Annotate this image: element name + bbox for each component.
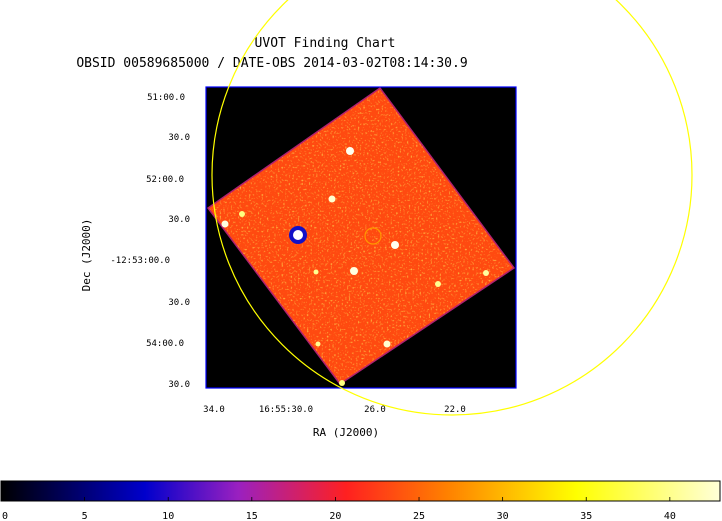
y-tick-label: 30.0 bbox=[168, 133, 190, 143]
colorbar-tick-label: 0 bbox=[2, 511, 8, 521]
source bbox=[435, 281, 441, 287]
source bbox=[239, 211, 245, 217]
x-tick-label: 34.0 bbox=[203, 405, 225, 415]
colorbar-tick-label: 35 bbox=[580, 511, 592, 521]
error-circle-small bbox=[364, 227, 382, 245]
y-axis-label: Dec (J2000) bbox=[80, 219, 93, 292]
colorbar-tick-label: 10 bbox=[162, 511, 174, 521]
x-tick-label: 26.0 bbox=[364, 405, 386, 415]
source bbox=[346, 147, 354, 155]
colorbar-gradient bbox=[0, 480, 721, 502]
source bbox=[313, 269, 319, 275]
source bbox=[483, 270, 489, 276]
y-tick-label: 30.0 bbox=[168, 298, 190, 308]
y-tick-label: 54:00.0 bbox=[146, 339, 184, 349]
image-frame bbox=[205, 86, 517, 389]
chart-title: UVOT Finding Chart bbox=[255, 36, 396, 51]
source bbox=[315, 341, 321, 347]
source bbox=[293, 230, 303, 240]
x-tick-label: 16:55:30.0 bbox=[259, 405, 313, 415]
colorbar-tick-label: 5 bbox=[82, 511, 88, 521]
colorbar: 0 5 10 15 20 25 30 35 40 bbox=[0, 480, 721, 521]
y-tick-label: 51:00.0 bbox=[147, 93, 185, 103]
colorbar-tick-label: 25 bbox=[413, 511, 425, 521]
x-tick-label: 22.0 bbox=[444, 405, 466, 415]
error-circle-large bbox=[211, 0, 693, 416]
colorbar-tick-label: 40 bbox=[664, 511, 676, 521]
sources bbox=[221, 147, 489, 386]
y-tick-label: 52:00.0 bbox=[146, 175, 184, 185]
source bbox=[391, 241, 399, 249]
x-axis: 34.0 16:55:30.0 26.0 22.0 RA (J2000) bbox=[203, 405, 466, 439]
y-tick-label: 30.0 bbox=[168, 215, 190, 225]
colorbar-tick-label: 15 bbox=[246, 511, 258, 521]
y-tick-label: -12:53:00.0 bbox=[110, 256, 170, 266]
chart-subtitle: OBSID 00589685000 / DATE-OBS 2014-03-02T… bbox=[76, 56, 467, 71]
y-axis: 51:00.0 30.0 52:00.0 30.0 -12:53:00.0 30… bbox=[80, 93, 190, 390]
source bbox=[328, 195, 336, 203]
colorbar-tick-label: 20 bbox=[329, 511, 341, 521]
source bbox=[350, 267, 358, 275]
source bbox=[221, 220, 229, 228]
x-axis-label: RA (J2000) bbox=[313, 426, 379, 439]
y-tick-label: 30.0 bbox=[168, 380, 190, 390]
source bbox=[383, 340, 391, 348]
colorbar-tick-label: 30 bbox=[497, 511, 509, 521]
source bbox=[339, 380, 345, 386]
